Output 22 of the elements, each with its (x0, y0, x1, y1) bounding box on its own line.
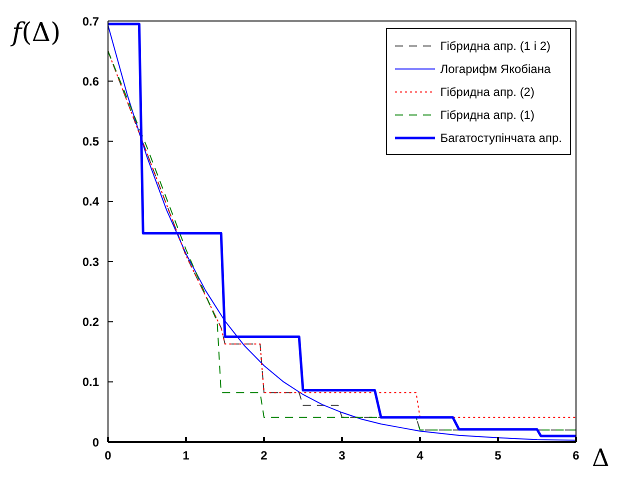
x-tick-label: 4 (416, 448, 424, 463)
y-tick-label: 0 (92, 435, 100, 450)
y-tick-label: 0.1 (82, 375, 100, 390)
legend-label: Логарифм Якобіана (440, 62, 551, 76)
legend-label: Багатоступінчата апр. (440, 130, 562, 144)
legend-label: Гібридна апр. (2) (440, 84, 534, 98)
x-tick-label: 0 (104, 448, 112, 463)
y-tick-label: 0.4 (82, 194, 100, 209)
y-tick-label: 0.3 (82, 254, 100, 269)
y-tick-label: 0.5 (82, 134, 100, 149)
y-tick-label: 0.7 (82, 14, 100, 28)
legend-label: Гібридна апр. (1 і 2) (440, 38, 550, 52)
x-tick-label: 1 (182, 448, 190, 463)
x-tick-label: 5 (494, 448, 502, 463)
y-tick-label: 0.2 (82, 314, 100, 329)
y-tick-label: 0.6 (82, 74, 100, 88)
x-axis-title: Δ (592, 444, 610, 472)
x-tick-label: 3 (338, 448, 346, 463)
x-tick-label: 2 (260, 448, 268, 463)
y-axis-title: f(Δ) (12, 18, 61, 48)
legend-label: Гібридна апр. (1) (440, 108, 534, 122)
x-tick-label: 6 (572, 448, 580, 463)
